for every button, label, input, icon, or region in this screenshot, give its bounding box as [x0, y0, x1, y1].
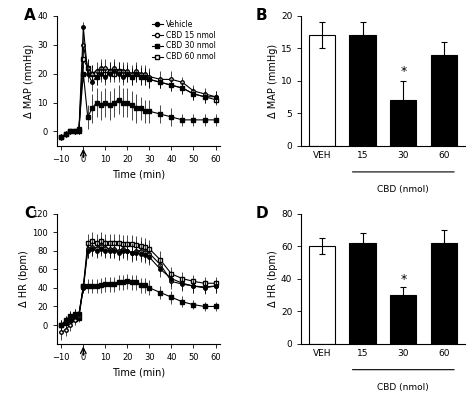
- Y-axis label: Δ HR (bpm): Δ HR (bpm): [268, 250, 278, 307]
- Bar: [390, 100, 417, 146]
- Text: A: A: [24, 8, 36, 23]
- Y-axis label: Δ MAP (mmHg): Δ MAP (mmHg): [25, 44, 35, 118]
- Bar: [431, 243, 457, 344]
- Bar: [349, 243, 376, 344]
- Text: *: *: [400, 65, 406, 77]
- Y-axis label: Δ HR (bpm): Δ HR (bpm): [19, 250, 29, 307]
- Text: D: D: [256, 206, 268, 221]
- Bar: [431, 55, 457, 146]
- Y-axis label: Δ MAP (mmHg): Δ MAP (mmHg): [268, 44, 278, 118]
- X-axis label: Time (min): Time (min): [112, 169, 165, 179]
- Text: CBD (nmol): CBD (nmol): [377, 185, 429, 194]
- Bar: [390, 295, 417, 344]
- Text: C: C: [24, 206, 36, 221]
- Bar: [309, 35, 335, 146]
- Bar: [349, 35, 376, 146]
- Text: *: *: [400, 273, 406, 286]
- Bar: [309, 246, 335, 344]
- Text: B: B: [256, 8, 267, 23]
- Text: CBD (nmol): CBD (nmol): [377, 383, 429, 392]
- X-axis label: Time (min): Time (min): [112, 367, 165, 377]
- Legend: Vehicle, CBD 15 nmol, CBD 30 nmol, CBD 60 nmol: Vehicle, CBD 15 nmol, CBD 30 nmol, CBD 6…: [152, 20, 216, 61]
